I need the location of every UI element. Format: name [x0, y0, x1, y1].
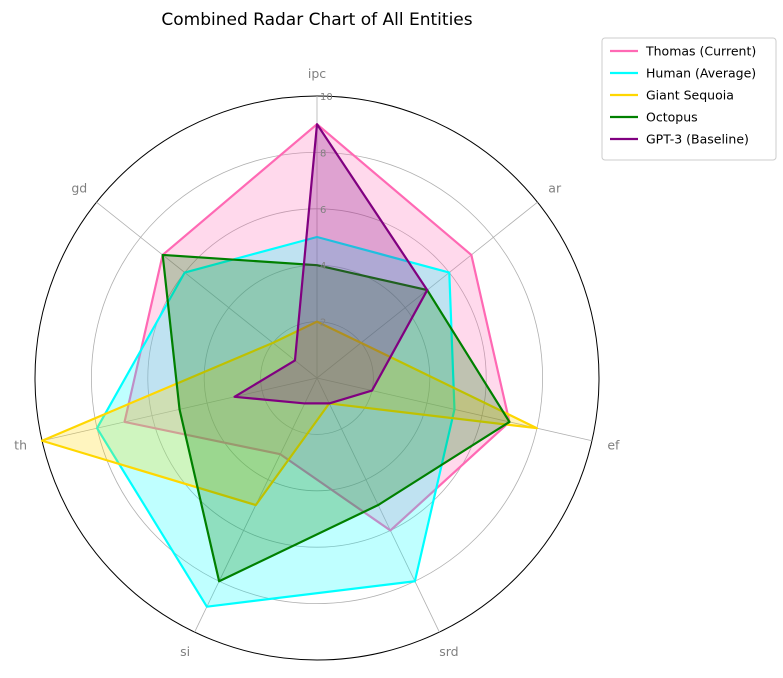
axis-label-ar: ar: [548, 181, 562, 196]
series-layer: [40, 123, 539, 608]
axis-label-ef: ef: [607, 438, 620, 453]
axis-label-gd: gd: [71, 181, 87, 196]
series-fill-1: [97, 237, 455, 607]
chart-title: Combined Radar Chart of All Entities: [161, 10, 472, 30]
axis-label-srd: srd: [439, 644, 458, 659]
axis-label-th: th: [14, 438, 27, 453]
series-fill-0: [124, 124, 510, 531]
legend: Thomas (Current) Human (Average) Giant Seq…: [601, 37, 777, 161]
axis-labels: ipc ar ef srd si th gd: [14, 66, 620, 659]
legend-entry: Giant Sequoia: [646, 88, 734, 103]
tick-label: 4: [320, 261, 326, 272]
series-line-1: [95, 235, 456, 608]
legend-entry: Thomas (Current): [645, 44, 756, 59]
series-line-4: [233, 123, 429, 405]
legend-entry: Octopus: [646, 110, 698, 125]
legend-box: [601, 37, 777, 161]
legend-entry: Human (Average): [646, 66, 756, 81]
series-fill-3: [162, 254, 510, 582]
tick-label: 8: [320, 148, 326, 159]
legend-entry: GPT-3 (Baseline): [646, 132, 749, 147]
series-line-3: [161, 253, 511, 583]
tick-label: 2: [320, 318, 326, 329]
series-line-0: [123, 123, 511, 532]
series-fill-2: [42, 321, 537, 506]
series-fill-4: [234, 124, 428, 404]
spoke-gd: [96, 201, 318, 379]
axis-label-si: si: [180, 644, 190, 659]
radial-tick-labels: 2 4 6 8 10: [320, 92, 333, 329]
tick-label: 10: [320, 92, 333, 103]
axis-label-ipc: ipc: [308, 66, 326, 81]
tick-label: 6: [320, 205, 326, 216]
